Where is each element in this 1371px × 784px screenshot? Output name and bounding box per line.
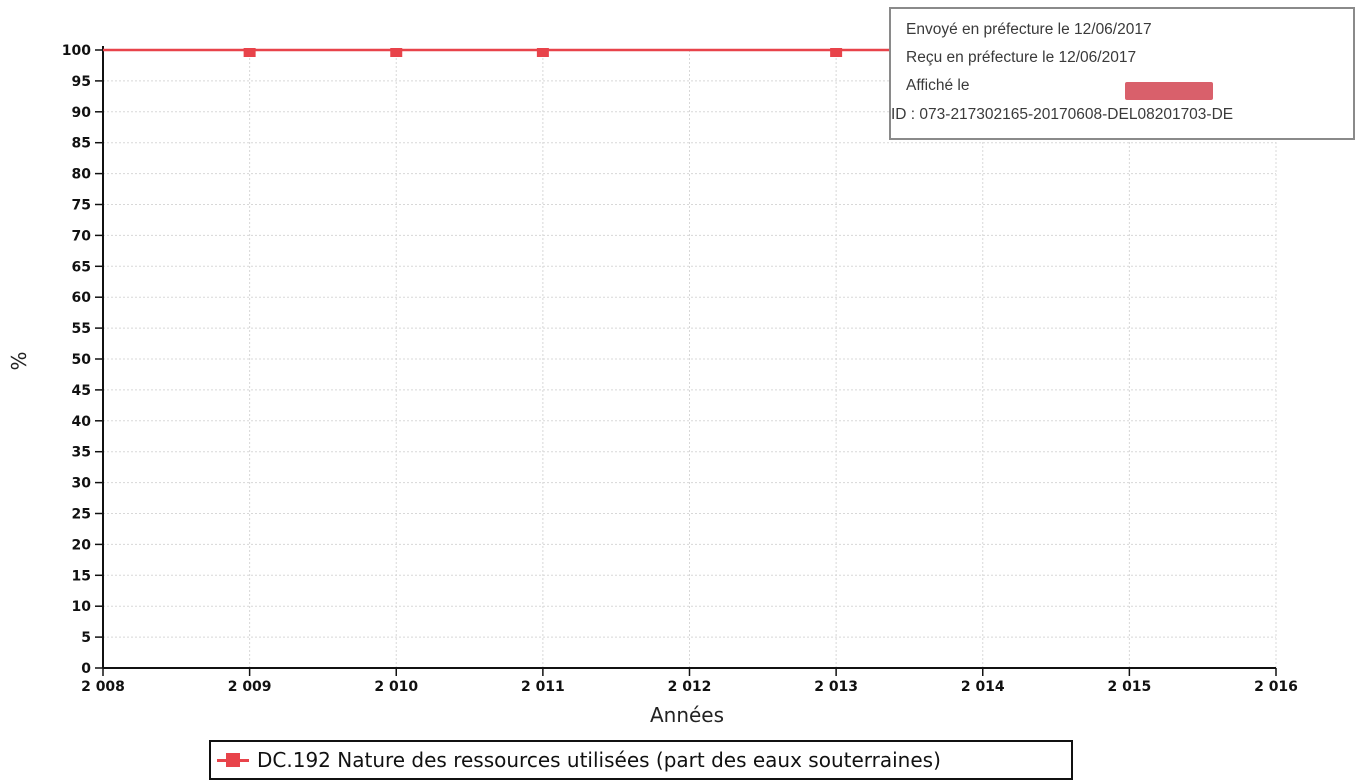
y-tick-label: 30 xyxy=(72,476,92,492)
x-tick-label: 2 015 xyxy=(1107,679,1151,695)
y-tick-label: 65 xyxy=(72,259,91,275)
berger-levrault-logo xyxy=(1125,82,1213,100)
data-point xyxy=(830,48,843,57)
data-point xyxy=(390,48,403,57)
y-tick-label: 85 xyxy=(72,136,91,152)
chart-legend: DC.192 Nature des ressources utilisées (… xyxy=(209,740,1073,780)
x-tick-label: 2 010 xyxy=(374,679,418,695)
x-tick-label: 2 014 xyxy=(961,679,1005,695)
y-tick-label: 80 xyxy=(72,167,92,183)
data-point xyxy=(243,48,256,57)
y-tick-label: 75 xyxy=(72,198,91,214)
grid xyxy=(103,49,1277,668)
prefecture-stamp: Envoyé en préfecture le 12/06/2017 Reçu … xyxy=(889,7,1355,140)
y-tick-label: 15 xyxy=(72,568,91,584)
x-tick-label: 2 013 xyxy=(814,679,858,695)
y-tick-label: 95 xyxy=(72,74,91,90)
y-tick-label: 50 xyxy=(72,352,92,368)
x-tick-label: 2 016 xyxy=(1254,679,1298,695)
tick-labels: 0 5 10 15 20 25 30 35 40 45 50 55 60 65 70 75 80 85 90 95 10… xyxy=(62,43,1298,695)
y-tick-label: 0 xyxy=(81,661,91,677)
stamp-id-line: ID : 073-217302165-20170608-DEL08201703-… xyxy=(891,106,1234,123)
y-tick-label: 40 xyxy=(72,414,92,430)
stamp-posted-line: Affiché le xyxy=(906,77,970,94)
y-tick-label: 25 xyxy=(72,507,91,523)
y-tick-label: 70 xyxy=(72,228,92,244)
y-tick-label: 45 xyxy=(72,383,91,399)
legend-series-label: DC.192 Nature des ressources utilisées (… xyxy=(257,748,941,772)
x-tick-label: 2 011 xyxy=(521,679,565,695)
x-tick-label: 2 012 xyxy=(668,679,712,695)
y-tick-label: 55 xyxy=(72,321,91,337)
y-tick-label: 10 xyxy=(72,599,92,615)
legend-series-marker-icon xyxy=(217,750,249,770)
data-point xyxy=(536,48,549,57)
stamp-sent-line: Envoyé en préfecture le 12/06/2017 xyxy=(906,21,1152,38)
x-axis-title: Années xyxy=(650,703,724,727)
y-tick-label: 5 xyxy=(81,630,91,646)
y-tick-label: 35 xyxy=(72,445,91,461)
y-tick-label: 60 xyxy=(72,290,92,306)
stamp-received-line: Reçu en préfecture le 12/06/2017 xyxy=(906,49,1137,66)
x-tick-label: 2 008 xyxy=(81,679,125,695)
y-tick-label: 100 xyxy=(62,43,91,59)
axes xyxy=(95,46,1277,676)
y-tick-label: 90 xyxy=(72,105,92,121)
y-axis-title: % xyxy=(7,351,31,370)
y-tick-label: 20 xyxy=(72,537,92,553)
x-tick-label: 2 009 xyxy=(228,679,272,695)
